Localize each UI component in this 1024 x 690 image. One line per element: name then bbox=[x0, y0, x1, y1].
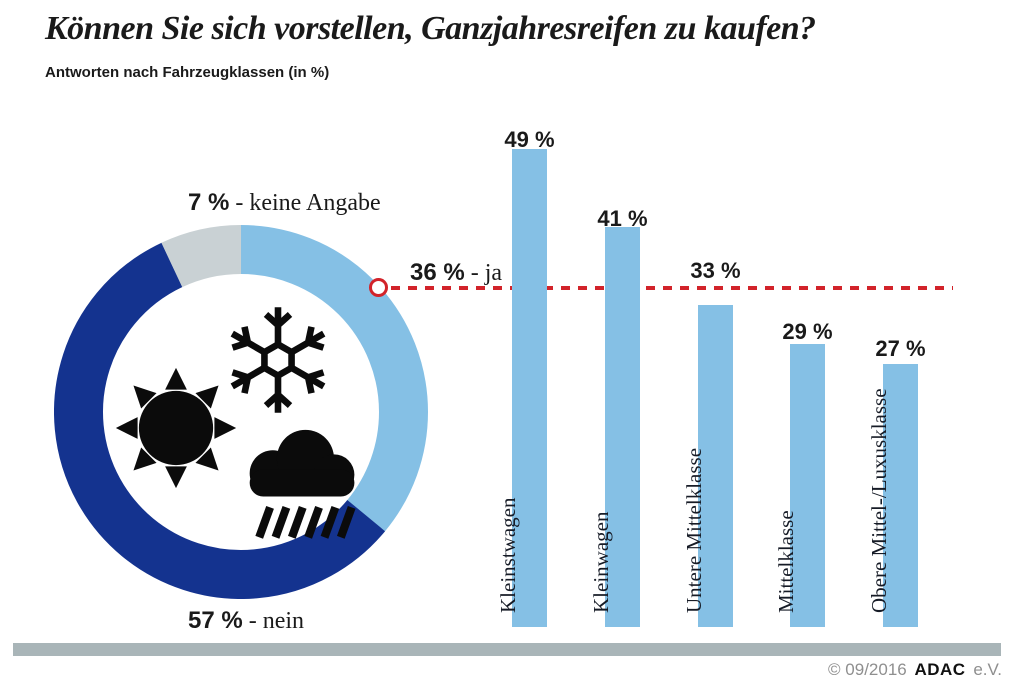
bar bbox=[605, 227, 640, 627]
donut-label-keine-angabe: 7 % - keine Angabe bbox=[188, 189, 381, 216]
footer-brand: ADAC bbox=[914, 660, 966, 679]
bar bbox=[698, 305, 733, 627]
reference-line-marker-circle bbox=[369, 278, 388, 297]
bar-value-label: 33 % bbox=[690, 258, 741, 283]
page-title: Können Sie sich vorstellen, Ganzjahresre… bbox=[45, 10, 816, 47]
reference-line-dashed bbox=[391, 286, 953, 290]
donut-label-nein-value: 57 % bbox=[188, 607, 243, 634]
footer-copyright: © 09/2016 bbox=[828, 660, 907, 679]
donut-segment-nein bbox=[54, 225, 428, 599]
donut-label-nein-text: - nein bbox=[242, 608, 305, 634]
bar-category-label: Mittelklasse bbox=[773, 510, 798, 613]
bar-value-label: 49 % bbox=[504, 127, 555, 152]
bar-category-label: Obere Mittel-/Luxusklasse bbox=[866, 388, 891, 613]
bar-value-label: 29 % bbox=[782, 319, 833, 344]
donut-label-keine-angabe-text: - keine Angabe bbox=[229, 190, 381, 216]
bar-category-label: Untere Mittelklasse bbox=[681, 447, 706, 613]
donut-label-ja: 36 % - ja bbox=[410, 259, 503, 286]
bar bbox=[883, 364, 918, 627]
donut-chart bbox=[54, 225, 428, 599]
bar-category-label: Kleinstwagen bbox=[495, 497, 520, 613]
footer-suffix: e.V. bbox=[973, 660, 1002, 679]
donut-label-ja-value: 36 % bbox=[410, 259, 465, 286]
bar bbox=[512, 149, 547, 627]
bar bbox=[790, 344, 825, 627]
donut-label-nein: 57 % - nein bbox=[188, 607, 305, 634]
sun-icon bbox=[115, 367, 237, 489]
bar-value-label: 41 % bbox=[597, 206, 648, 231]
bar-category-label: Kleinwagen bbox=[588, 511, 613, 613]
rain-cloud-icon bbox=[249, 429, 356, 539]
footer-credit: © 09/2016 ADAC e.V. bbox=[828, 660, 1002, 680]
baseline-bar bbox=[13, 643, 1001, 656]
snowflake-icon bbox=[230, 307, 326, 413]
donut-label-ja-text: - ja bbox=[464, 260, 503, 286]
bar-value-label: 27 % bbox=[875, 336, 926, 361]
page-subtitle: Antworten nach Fahrzeugklassen (in %) bbox=[45, 64, 330, 81]
donut-label-keine-angabe-value: 7 % bbox=[188, 189, 230, 216]
